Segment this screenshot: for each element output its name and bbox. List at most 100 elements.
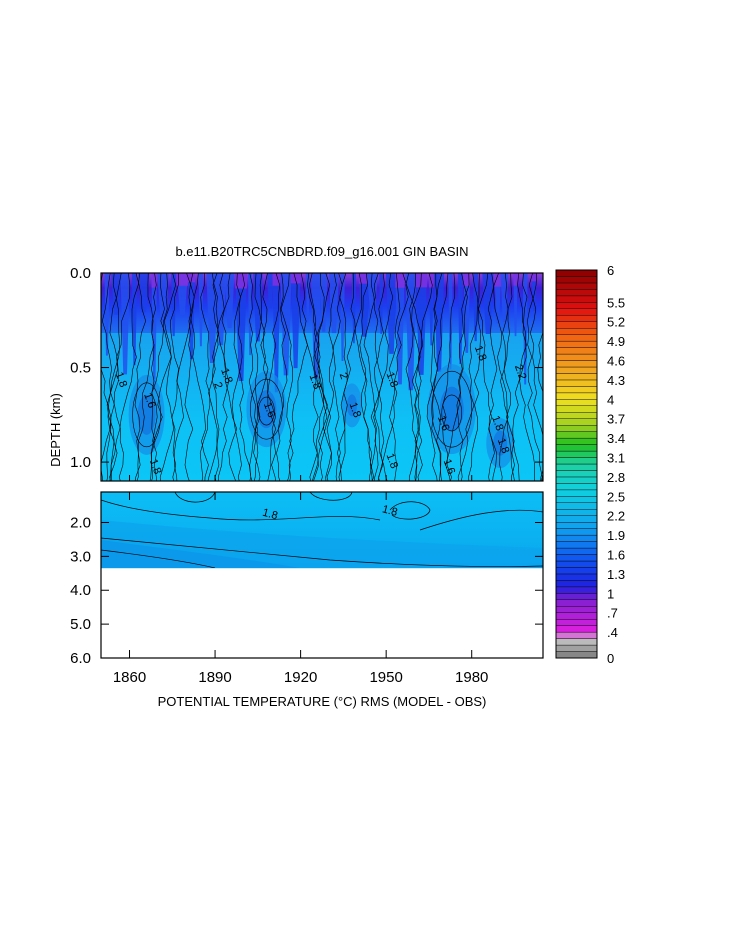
rms-streak bbox=[290, 273, 301, 369]
rms-streak bbox=[247, 273, 253, 356]
chart-title: b.e11.B20TRC5CNBDRD.f09_g16.001 GIN BASI… bbox=[175, 244, 468, 259]
contour-label: 2 bbox=[337, 371, 350, 381]
colorbar-label: 2.2 bbox=[607, 509, 625, 524]
contour-label: 2 bbox=[211, 380, 224, 390]
upper-panel-y-ticks: 0.0 0.5 1.0 bbox=[70, 265, 543, 471]
colorbar-swatch bbox=[555, 534, 598, 542]
contour-line bbox=[253, 273, 269, 481]
contour-line bbox=[389, 273, 410, 481]
colorbar-swatch bbox=[555, 599, 598, 607]
contour-label: 1.8 bbox=[218, 367, 235, 385]
x-axis-label: POTENTIAL TEMPERATURE (°C) RMS (MODEL - … bbox=[158, 694, 487, 709]
contour-line bbox=[487, 273, 499, 481]
lower-panel-frame bbox=[100, 491, 544, 659]
contour-label: 1.8 bbox=[472, 344, 489, 362]
colorbar-swatch bbox=[555, 289, 598, 297]
rms-streak bbox=[405, 273, 417, 391]
contour-line bbox=[519, 273, 536, 481]
contour-line bbox=[288, 273, 308, 481]
rms-streak bbox=[513, 273, 518, 337]
colorbar-swatch bbox=[555, 366, 598, 374]
rms-streak bbox=[385, 273, 398, 354]
colorbar-label: .7 bbox=[607, 606, 618, 621]
colorbar-swatch bbox=[555, 489, 598, 497]
colorbar-label: 5.5 bbox=[607, 295, 625, 310]
rms-streak bbox=[429, 273, 434, 346]
colorbar-swatch bbox=[555, 612, 598, 620]
contour-line bbox=[307, 273, 328, 481]
rms-streak-top bbox=[494, 273, 502, 287]
contour-line bbox=[405, 273, 418, 481]
x-tick-label: 1950 bbox=[369, 669, 402, 686]
contour-line bbox=[431, 273, 449, 481]
colorbar-swatch bbox=[555, 295, 598, 303]
colorbar-swatch bbox=[555, 541, 598, 549]
contour-line bbox=[106, 273, 122, 481]
contour-line bbox=[527, 273, 543, 481]
contour-line bbox=[370, 273, 385, 481]
colorbar-swatch bbox=[555, 444, 598, 452]
contour-label: 1.8 bbox=[113, 371, 130, 389]
rms-streak bbox=[395, 273, 405, 385]
contour-line bbox=[231, 273, 245, 481]
contour-line bbox=[478, 273, 498, 481]
contour-label: 1.8 bbox=[307, 372, 324, 390]
contour-ring bbox=[441, 394, 463, 432]
colorbar-swatch bbox=[555, 328, 598, 335]
contour-line bbox=[248, 273, 259, 481]
contour-line bbox=[184, 273, 195, 481]
rms-streak-top bbox=[358, 273, 371, 284]
colorbar-swatch bbox=[555, 425, 598, 432]
contour-line bbox=[233, 273, 253, 481]
low-rms-core-inner bbox=[439, 386, 464, 432]
colorbar-label: 3.7 bbox=[607, 412, 625, 427]
contour-line bbox=[373, 273, 385, 481]
colorbar-swatch bbox=[555, 651, 598, 659]
contour-line bbox=[350, 273, 373, 481]
contour-line bbox=[101, 273, 115, 481]
lower-panel: 2.0 3.0 4.0 5.0 6.0 1860 1890 1920 1950 1980 bbox=[70, 475, 544, 686]
colorbar-swatch bbox=[555, 418, 598, 426]
y-tick-label: 0.5 bbox=[70, 360, 91, 377]
contour-line bbox=[457, 273, 480, 481]
y-tick-label: 2.0 bbox=[70, 514, 91, 531]
lower-panel-y-ticks: 2.0 3.0 4.0 5.0 6.0 bbox=[70, 514, 543, 667]
colorbar-swatch bbox=[555, 321, 598, 329]
contour-label: 1.8 bbox=[381, 503, 399, 519]
x-tick-label: 1890 bbox=[198, 669, 231, 686]
contour-line bbox=[249, 273, 263, 481]
contour-line bbox=[363, 273, 388, 481]
contour-line bbox=[499, 273, 513, 481]
rms-streak bbox=[305, 273, 310, 323]
colorbar-label: .4 bbox=[607, 625, 618, 640]
contour-line bbox=[147, 273, 156, 481]
colorbar-swatch bbox=[555, 347, 598, 355]
colorbar-swatch bbox=[555, 457, 598, 465]
rms-streak bbox=[457, 273, 464, 365]
colorbar-labels: 0 .4 .7 1 1.3 1.6 1.9 2.2 2.5 2.8 3.1 3.4 3.7 4 4.3 4.6… bbox=[607, 263, 625, 666]
y-tick-label: 5.0 bbox=[70, 616, 91, 633]
contour-label: 1.8 bbox=[261, 507, 279, 523]
rms-streak bbox=[131, 273, 138, 366]
colorbar-swatch bbox=[555, 412, 598, 419]
contour-line bbox=[110, 273, 124, 481]
colorbar-swatch bbox=[555, 470, 598, 478]
contour-line bbox=[312, 273, 347, 481]
rms-streak bbox=[531, 273, 537, 311]
contour-ring bbox=[431, 370, 473, 448]
contour-label: 1.8 bbox=[495, 437, 512, 455]
contour-line bbox=[309, 273, 325, 481]
contour-line bbox=[338, 273, 362, 481]
colorbar-label: 1 bbox=[607, 586, 614, 601]
upper-panel-contour-lines bbox=[101, 273, 543, 481]
rms-streak-top bbox=[395, 273, 405, 288]
colorbar-swatch bbox=[555, 282, 598, 290]
rms-streak-top bbox=[513, 273, 518, 286]
colorbar-label: 1.6 bbox=[607, 548, 625, 563]
contour-line bbox=[430, 273, 442, 481]
contour-line bbox=[188, 273, 209, 481]
upper-panel-frame bbox=[100, 272, 544, 482]
contour-line bbox=[359, 273, 375, 481]
colorbar-label: 4 bbox=[607, 392, 614, 407]
